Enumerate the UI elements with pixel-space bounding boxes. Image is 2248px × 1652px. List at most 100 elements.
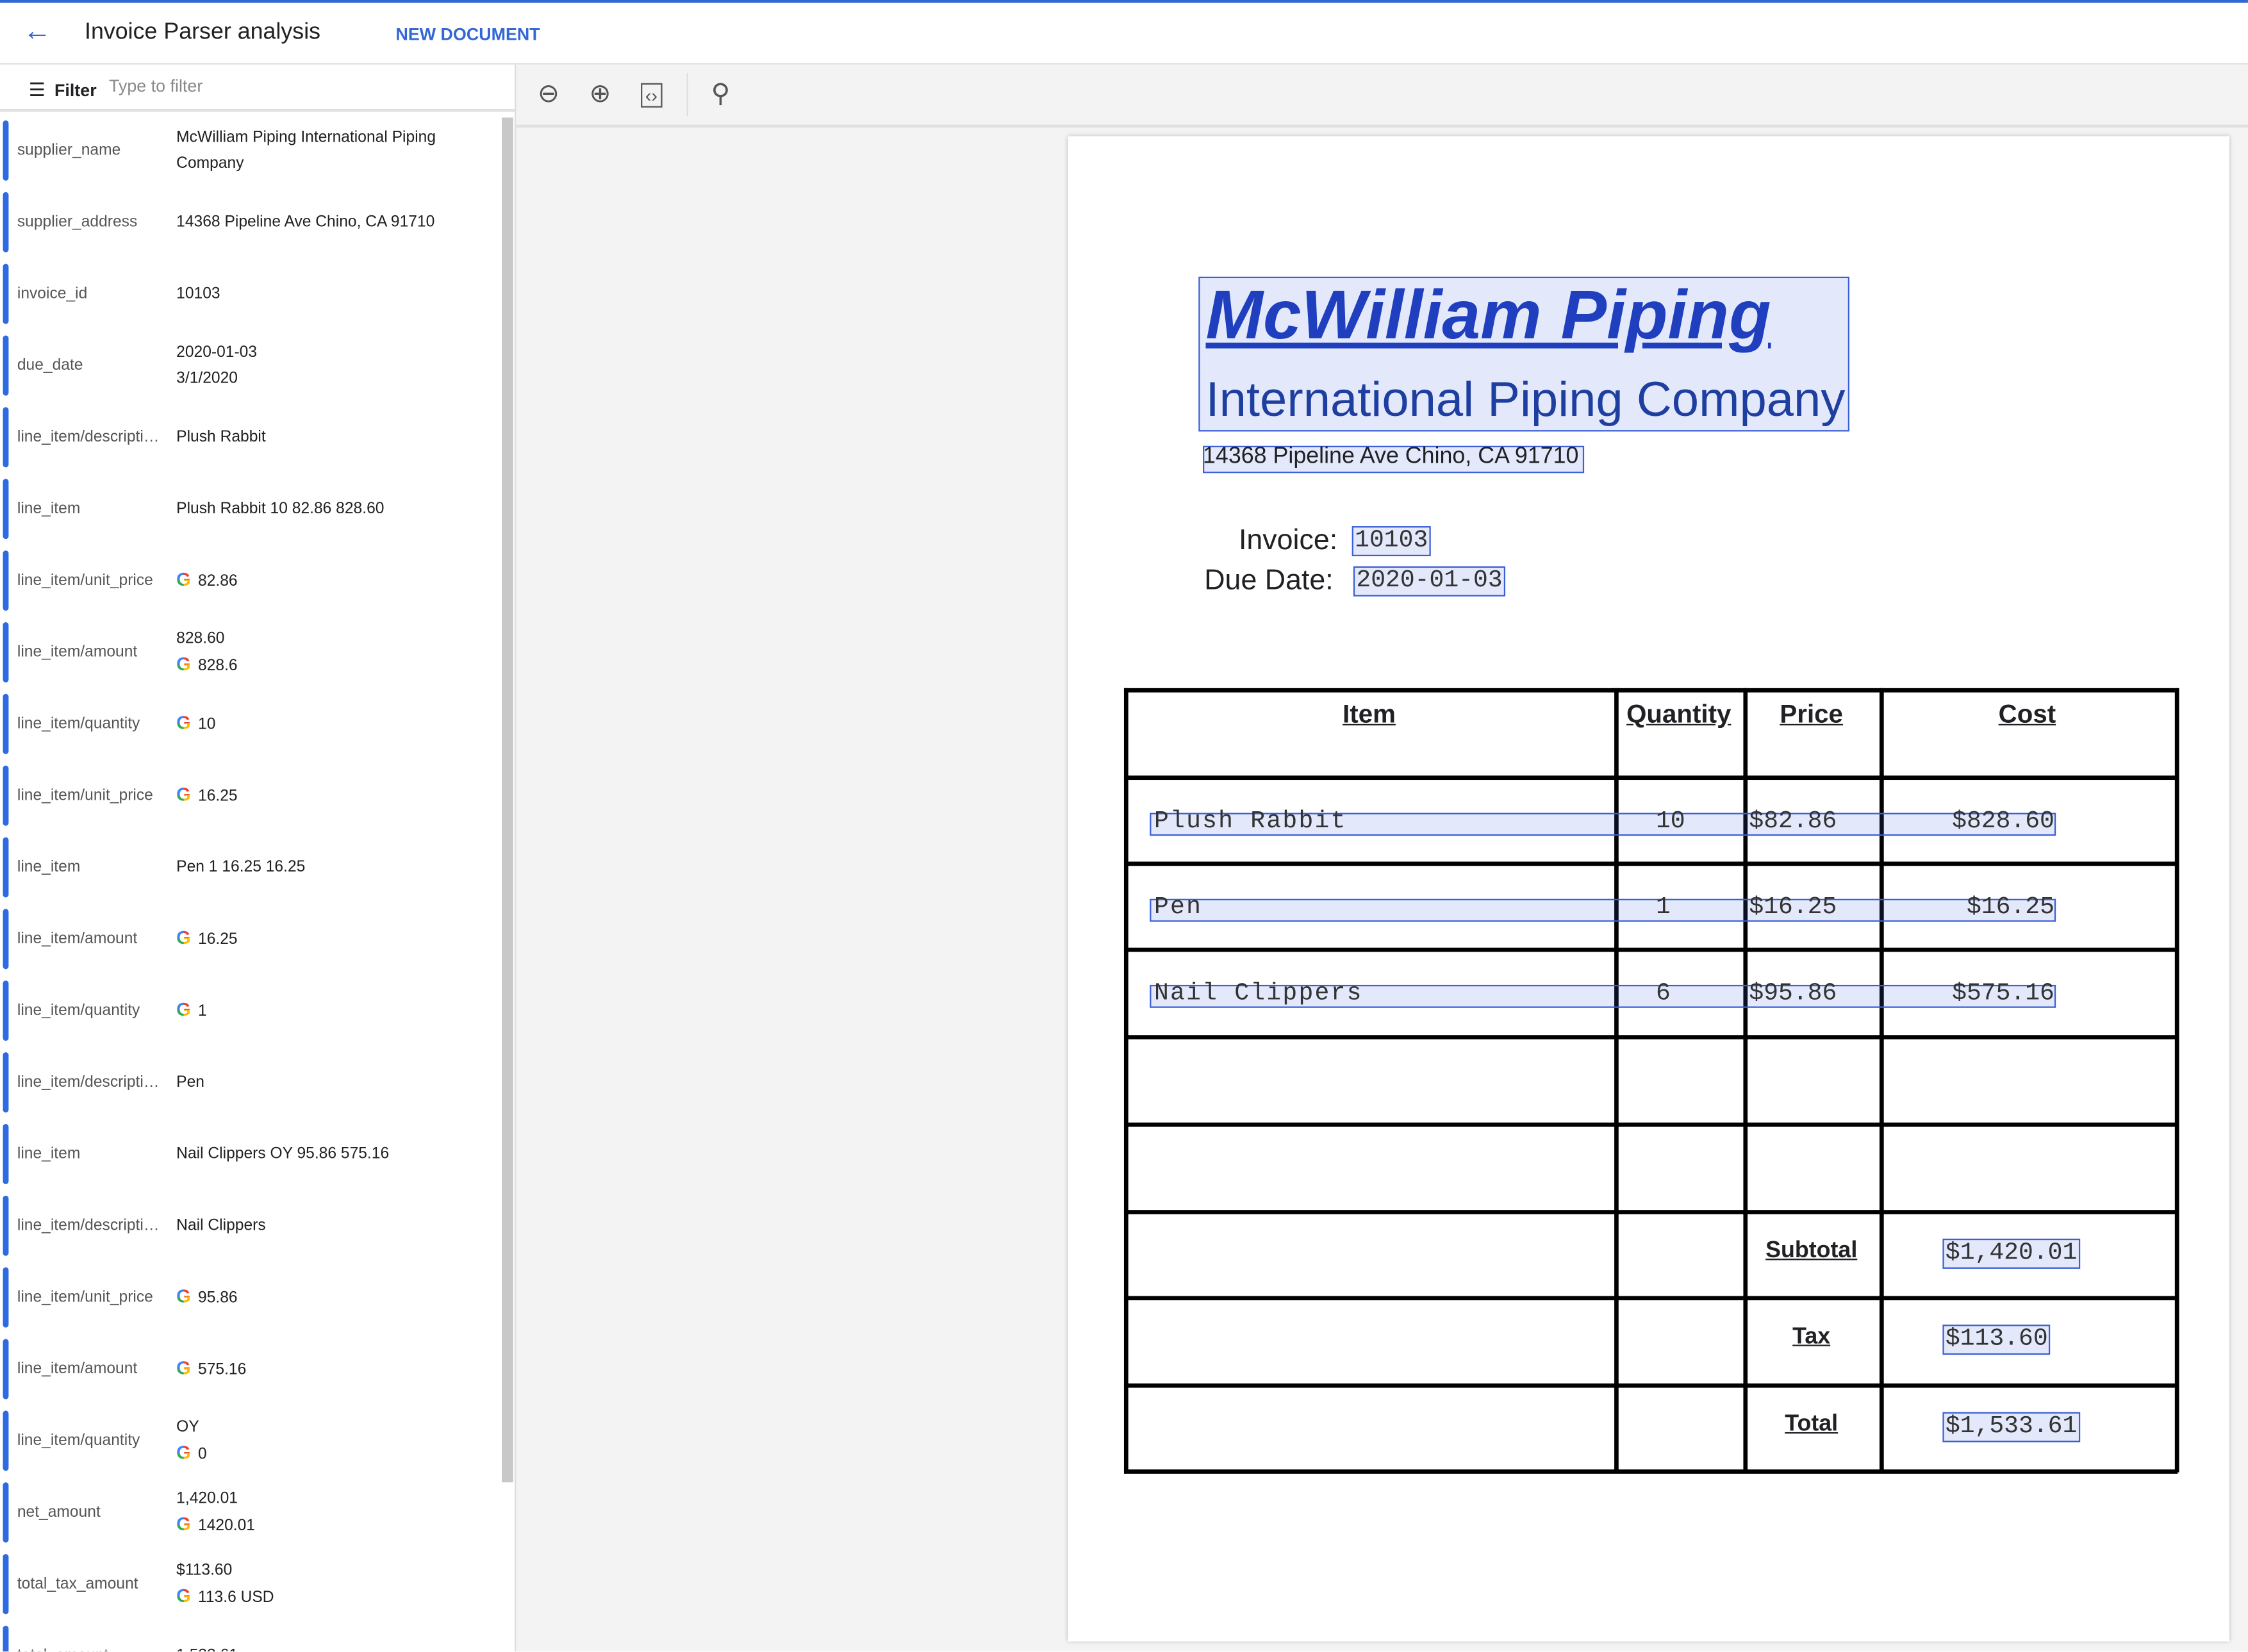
entity-values: G 10	[176, 711, 484, 738]
entity-row[interactable]: line_item Nail Clippers OY 95.86 575.16	[0, 1118, 502, 1190]
new-document-button[interactable]: NEW DOCUMENT	[395, 24, 540, 45]
line-item-box[interactable]	[1150, 984, 2056, 1008]
line-item-box[interactable]	[1150, 813, 2056, 836]
entity-key: line_item/unit_price	[17, 1289, 153, 1307]
google-icon: G	[176, 925, 191, 951]
filter-input[interactable]	[109, 76, 396, 96]
entity-key: line_item/description	[17, 428, 161, 446]
entity-value-text: 95.86	[198, 1289, 238, 1307]
entity-row[interactable]: line_item Pen 1 16.25 16.25	[0, 832, 502, 904]
entity-value: Pen	[176, 1070, 484, 1095]
table-line	[1123, 1469, 2178, 1473]
back-arrow-icon[interactable]: ←	[22, 15, 52, 47]
line-item-box[interactable]	[1150, 898, 2056, 922]
header-cost: Cost	[1998, 699, 2056, 729]
entity-marker	[3, 693, 9, 754]
due-date[interactable]: 2020-01-03	[1353, 566, 1506, 597]
entity-value-text: 2020-01-03	[176, 343, 258, 361]
entity-row[interactable]: supplier_address 14368 Pipeline Ave Chino…	[0, 186, 502, 258]
entity-row[interactable]: line_item/quantity G 10	[0, 688, 502, 760]
company-name: McWilliam Piping	[1205, 278, 1771, 354]
entity-value: OY	[176, 1414, 484, 1440]
supplier-name-box[interactable]	[1198, 276, 1849, 432]
address-box[interactable]	[1203, 445, 1585, 474]
line-item-price: $82.86	[1749, 808, 1837, 836]
google-icon: G	[176, 782, 191, 807]
google-icon: G	[176, 711, 191, 736]
entity-row[interactable]: line_item/quantity OY G 0	[0, 1405, 502, 1476]
entity-key: line_item/description	[17, 1217, 161, 1235]
fit-page-icon[interactable]: ‹›	[641, 83, 662, 108]
entity-value: G 828.6	[176, 652, 484, 679]
entity-marker	[3, 765, 9, 826]
tax-value[interactable]: $113.60	[1942, 1325, 2051, 1355]
entity-value-text: Plush Rabbit 10 82.86 828.60	[176, 500, 384, 518]
google-icon: G	[176, 997, 191, 1023]
subtotal-label: Subtotal	[1765, 1238, 1858, 1263]
google-icon: G	[176, 1583, 191, 1609]
table-line	[2174, 688, 2179, 1473]
line-item-description: Pen	[1153, 895, 1203, 922]
entity-row[interactable]: line_item/amount G 16.25	[0, 903, 502, 975]
entity-value: McWilliam Piping International Piping Co…	[176, 125, 484, 177]
entity-row[interactable]: line_item/amount G 575.16	[0, 1334, 502, 1405]
entity-row[interactable]: line_item/quantity G 1	[0, 975, 502, 1046]
zoom-out-icon[interactable]: ⊖	[537, 79, 559, 108]
filter-icon[interactable]: ☰	[28, 79, 45, 101]
line-item-cost: $16.25	[1966, 895, 2054, 922]
entity-row[interactable]: total_tax_amount $113.60 G 113.6 USD	[0, 1548, 502, 1620]
total-value[interactable]: $1,533.61	[1942, 1412, 2080, 1442]
zoom-in-icon[interactable]: ⊕	[589, 79, 611, 108]
entity-value: G 16.25	[176, 925, 484, 953]
toolbar-divider	[686, 73, 688, 117]
search-icon[interactable]: ⚲	[711, 79, 731, 108]
entity-values: 1,533.61	[176, 1643, 484, 1652]
entity-value: G 1420.01	[176, 1512, 484, 1539]
entity-marker	[3, 1195, 9, 1256]
line-item-quantity: 6	[1655, 980, 1671, 1008]
entity-row[interactable]: line_item/unit_price G 82.86	[0, 545, 502, 616]
google-icon: G	[176, 652, 191, 677]
entity-row[interactable]: line_item Plush Rabbit 10 82.86 828.60	[0, 473, 502, 545]
entity-value: Nail Clippers OY 95.86 575.16	[176, 1141, 484, 1167]
entity-values: 1,420.01 G 1420.01	[176, 1486, 484, 1539]
entity-marker	[3, 1339, 9, 1400]
table-line	[1123, 1035, 2178, 1039]
entity-row[interactable]: total_amount 1,533.61	[0, 1620, 502, 1652]
entity-value: G 16.25	[176, 782, 484, 809]
header-quantity: Quantity	[1626, 699, 1731, 729]
scrollbar[interactable]	[502, 117, 513, 1483]
entity-value-text: Nail Clippers OY 95.86 575.16	[176, 1145, 390, 1163]
entity-row[interactable]: line_item/amount 828.60 G 828.6	[0, 616, 502, 688]
entity-row[interactable]: line_item/description Nail Clippers	[0, 1190, 502, 1262]
entity-row[interactable]: line_item/description Plush Rabbit	[0, 401, 502, 473]
table-line	[1123, 1296, 2178, 1300]
entity-value: G 95.86	[176, 1284, 484, 1311]
entity-marker	[3, 263, 9, 324]
subtotal-value[interactable]: $1,420.01	[1942, 1238, 2080, 1269]
entity-value-text: 82.86	[198, 572, 238, 590]
entity-value-text: 1,420.01	[176, 1490, 238, 1508]
entity-row[interactable]: due_date 2020-01-03 3/1/2020	[0, 330, 502, 402]
invoice-id[interactable]: 10103	[1351, 526, 1431, 557]
entity-row[interactable]: supplier_name McWilliam Piping Internatio…	[0, 115, 502, 186]
table-line	[1614, 688, 1618, 1473]
entity-value-text: 10	[198, 716, 216, 734]
entity-row[interactable]: line_item/unit_price G 95.86	[0, 1262, 502, 1334]
entity-key: line_item/quantity	[17, 1432, 140, 1450]
table-line	[1123, 1210, 2178, 1214]
entity-row[interactable]: line_item/unit_price G 16.25	[0, 760, 502, 832]
table-line	[1879, 688, 1883, 1473]
entity-values: 14368 Pipeline Ave Chino, CA 91710	[176, 210, 484, 235]
entity-value-text: 1420.01	[198, 1517, 255, 1535]
entity-key: due_date	[17, 357, 83, 374]
entity-values: Plush Rabbit	[176, 424, 484, 450]
entity-row[interactable]: line_item/description Pen	[0, 1046, 502, 1118]
google-icon: G	[176, 1355, 191, 1381]
entity-value-text: 10103	[176, 285, 220, 303]
entity-row[interactable]: invoice_id 10103	[0, 258, 502, 330]
entity-row[interactable]: net_amount 1,420.01 G 1420.01	[0, 1476, 502, 1548]
